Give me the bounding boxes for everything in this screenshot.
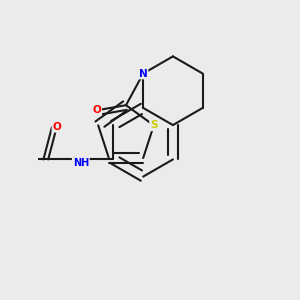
- Text: O: O: [92, 105, 101, 115]
- Text: S: S: [150, 120, 158, 130]
- Text: O: O: [52, 122, 61, 132]
- Text: N: N: [139, 69, 148, 79]
- Text: NH: NH: [73, 158, 89, 168]
